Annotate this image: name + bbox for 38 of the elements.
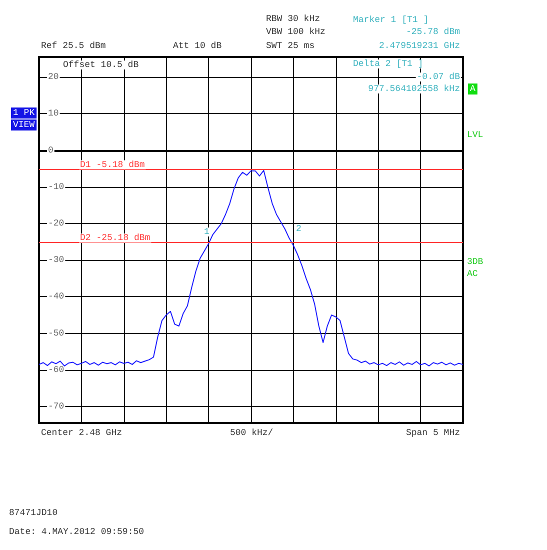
text: Center 2.48 GHz — [41, 428, 122, 438]
text: 500 kHz/ — [230, 428, 274, 438]
y-tick-label: -10 — [48, 182, 64, 192]
y-tick-label: -50 — [48, 328, 64, 338]
y-tick-label: -70 — [48, 402, 64, 412]
y-tick-label: -60 — [48, 364, 64, 375]
text: 2.479519231 GHz — [378, 41, 460, 51]
y-tick-label: 20 — [48, 72, 59, 82]
text: 3DB — [467, 257, 484, 267]
text: LVL — [467, 130, 484, 140]
annotation: -0.07 dB — [416, 72, 461, 82]
text: A — [470, 84, 476, 94]
text: Marker 1 [T1 ] — [353, 15, 429, 25]
text: -25.78 dBm — [406, 27, 460, 37]
text: VBW 100 kHz — [266, 27, 326, 37]
annotation: 977.564102558 kHz — [368, 84, 460, 94]
text: VIEW — [13, 120, 36, 130]
y-tick-label: -40 — [48, 292, 64, 302]
y-tick-label: -20 — [48, 218, 64, 229]
line-series — [38, 170, 464, 366]
y-tick-label: 10 — [48, 108, 59, 119]
text: RBW 30 kHz — [266, 14, 320, 24]
text: 1 PK — [13, 108, 36, 118]
text: Att 10 dB — [173, 41, 222, 51]
text: AC — [467, 269, 478, 279]
text: SWT 25 ms — [266, 41, 315, 51]
annotation: 2 — [296, 224, 302, 234]
ref-line-label: D1 -5.18 dBm — [80, 160, 145, 170]
annotation: Offset 10.5 dB — [63, 60, 140, 70]
text: Date: 4.MAY.2012 09:59:50 — [9, 527, 144, 537]
y-tick-label: -30 — [48, 255, 64, 266]
ref-line-label: D2 -25.18 dBm — [80, 232, 150, 243]
text: 87471JD10 — [9, 508, 58, 518]
y-tick-label: 0 — [48, 145, 54, 156]
annotation: 1 — [204, 227, 210, 237]
annotation: Delta 2 [T1 ] — [353, 59, 424, 69]
text: Span 5 MHz — [406, 428, 460, 438]
text: Ref 25.5 dBm — [41, 41, 106, 51]
